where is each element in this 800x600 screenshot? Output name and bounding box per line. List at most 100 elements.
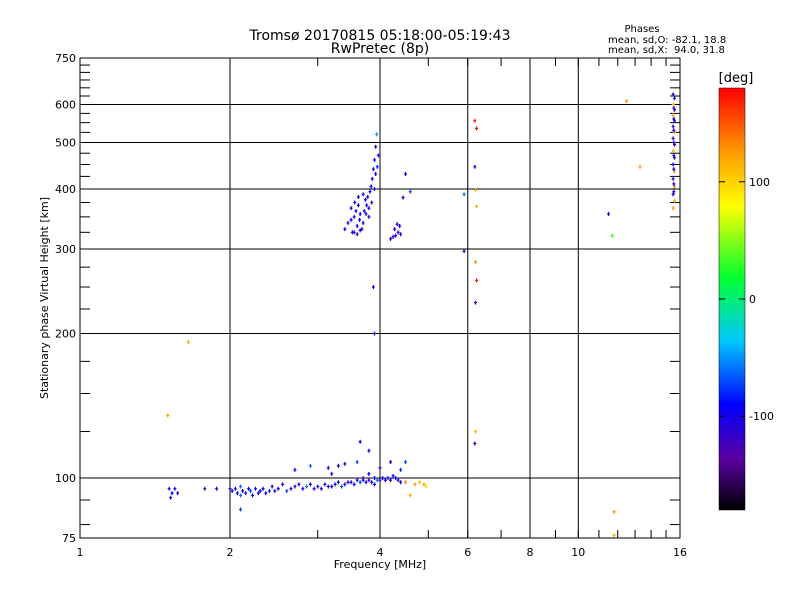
x-axis-label: Frequency [MHz] xyxy=(334,558,426,571)
data-point xyxy=(671,113,675,118)
data-point xyxy=(673,155,677,160)
data-point xyxy=(671,102,675,107)
data-point xyxy=(273,488,277,493)
data-point xyxy=(371,285,375,290)
data-point xyxy=(361,192,365,197)
plot-area-frame xyxy=(79,57,681,539)
data-point xyxy=(356,203,360,208)
data-point xyxy=(367,478,371,483)
data-point xyxy=(671,124,675,129)
data-point xyxy=(354,209,358,214)
data-point xyxy=(170,491,174,496)
x-tick-label: 16 xyxy=(673,546,687,559)
data-point xyxy=(373,331,377,336)
data-point xyxy=(305,484,309,489)
data-point xyxy=(607,211,611,216)
data-point xyxy=(349,217,353,222)
data-point xyxy=(610,233,614,238)
colorbar-tick-label: 100 xyxy=(749,176,770,189)
data-point xyxy=(319,486,323,491)
data-point xyxy=(369,184,373,189)
data-point xyxy=(401,195,405,200)
data-point xyxy=(475,126,479,131)
data-point xyxy=(375,478,379,483)
data-point xyxy=(391,473,395,478)
data-point xyxy=(203,486,207,491)
data-point xyxy=(281,482,285,487)
data-point xyxy=(247,486,251,491)
data-point xyxy=(475,278,479,283)
data-point xyxy=(396,478,400,483)
data-point xyxy=(239,493,243,498)
data-point xyxy=(270,484,274,489)
data-point xyxy=(167,486,171,491)
data-point xyxy=(403,480,407,485)
data-point xyxy=(215,486,219,491)
data-point xyxy=(398,224,402,229)
data-point xyxy=(473,164,477,169)
data-point xyxy=(673,198,677,203)
data-point xyxy=(363,197,367,202)
phase-info-o: mean, sd,O: -82.1, 18.8 xyxy=(608,35,726,46)
data-point xyxy=(672,128,676,133)
data-point xyxy=(612,509,616,514)
data-point xyxy=(330,471,334,476)
data-point xyxy=(340,484,344,489)
data-point xyxy=(358,228,362,233)
data-point xyxy=(391,234,395,239)
data-point xyxy=(370,176,374,181)
data-point xyxy=(366,195,370,200)
data-point xyxy=(394,476,398,481)
data-point xyxy=(399,467,403,472)
data-point xyxy=(241,488,245,493)
data-point xyxy=(349,206,353,211)
data-point xyxy=(293,484,297,489)
y-tick-label: 75 xyxy=(62,532,76,545)
data-point xyxy=(408,189,412,194)
data-point xyxy=(358,211,362,216)
data-point xyxy=(323,482,327,487)
data-point xyxy=(355,232,359,237)
data-point xyxy=(373,157,377,162)
data-point xyxy=(285,488,289,493)
data-point xyxy=(374,171,378,176)
data-point xyxy=(408,493,412,498)
chart-subtitle: RwPretec (8p) xyxy=(331,41,429,57)
data-point xyxy=(316,484,320,489)
data-point xyxy=(326,465,330,470)
data-point xyxy=(672,116,676,121)
data-point xyxy=(355,478,359,483)
data-point xyxy=(378,465,382,470)
data-point xyxy=(389,478,393,483)
data-point xyxy=(373,476,377,481)
data-point xyxy=(267,488,271,493)
data-point xyxy=(413,482,417,487)
data-point xyxy=(293,467,297,472)
y-tick-label: 100 xyxy=(55,472,76,485)
data-point xyxy=(233,486,237,491)
data-point xyxy=(389,459,393,464)
phase-info-title: Phases xyxy=(624,24,659,35)
data-point xyxy=(671,206,675,211)
data-point xyxy=(672,106,676,111)
data-point xyxy=(672,167,676,172)
data-point xyxy=(389,236,393,241)
data-point xyxy=(244,491,248,496)
data-point xyxy=(375,164,379,169)
data-point xyxy=(336,480,340,485)
data-point xyxy=(349,480,353,485)
data-point xyxy=(671,162,675,167)
data-point xyxy=(371,167,375,172)
data-point xyxy=(249,488,253,493)
data-point xyxy=(394,233,398,238)
data-point xyxy=(346,480,350,485)
x-tick-label: 4 xyxy=(377,546,384,559)
data-point xyxy=(671,192,675,197)
data-point xyxy=(235,491,239,496)
data-point xyxy=(333,482,337,487)
data-point xyxy=(230,488,234,493)
y-tick-label: 300 xyxy=(55,243,76,256)
data-point xyxy=(352,214,356,219)
data-point xyxy=(474,300,478,305)
